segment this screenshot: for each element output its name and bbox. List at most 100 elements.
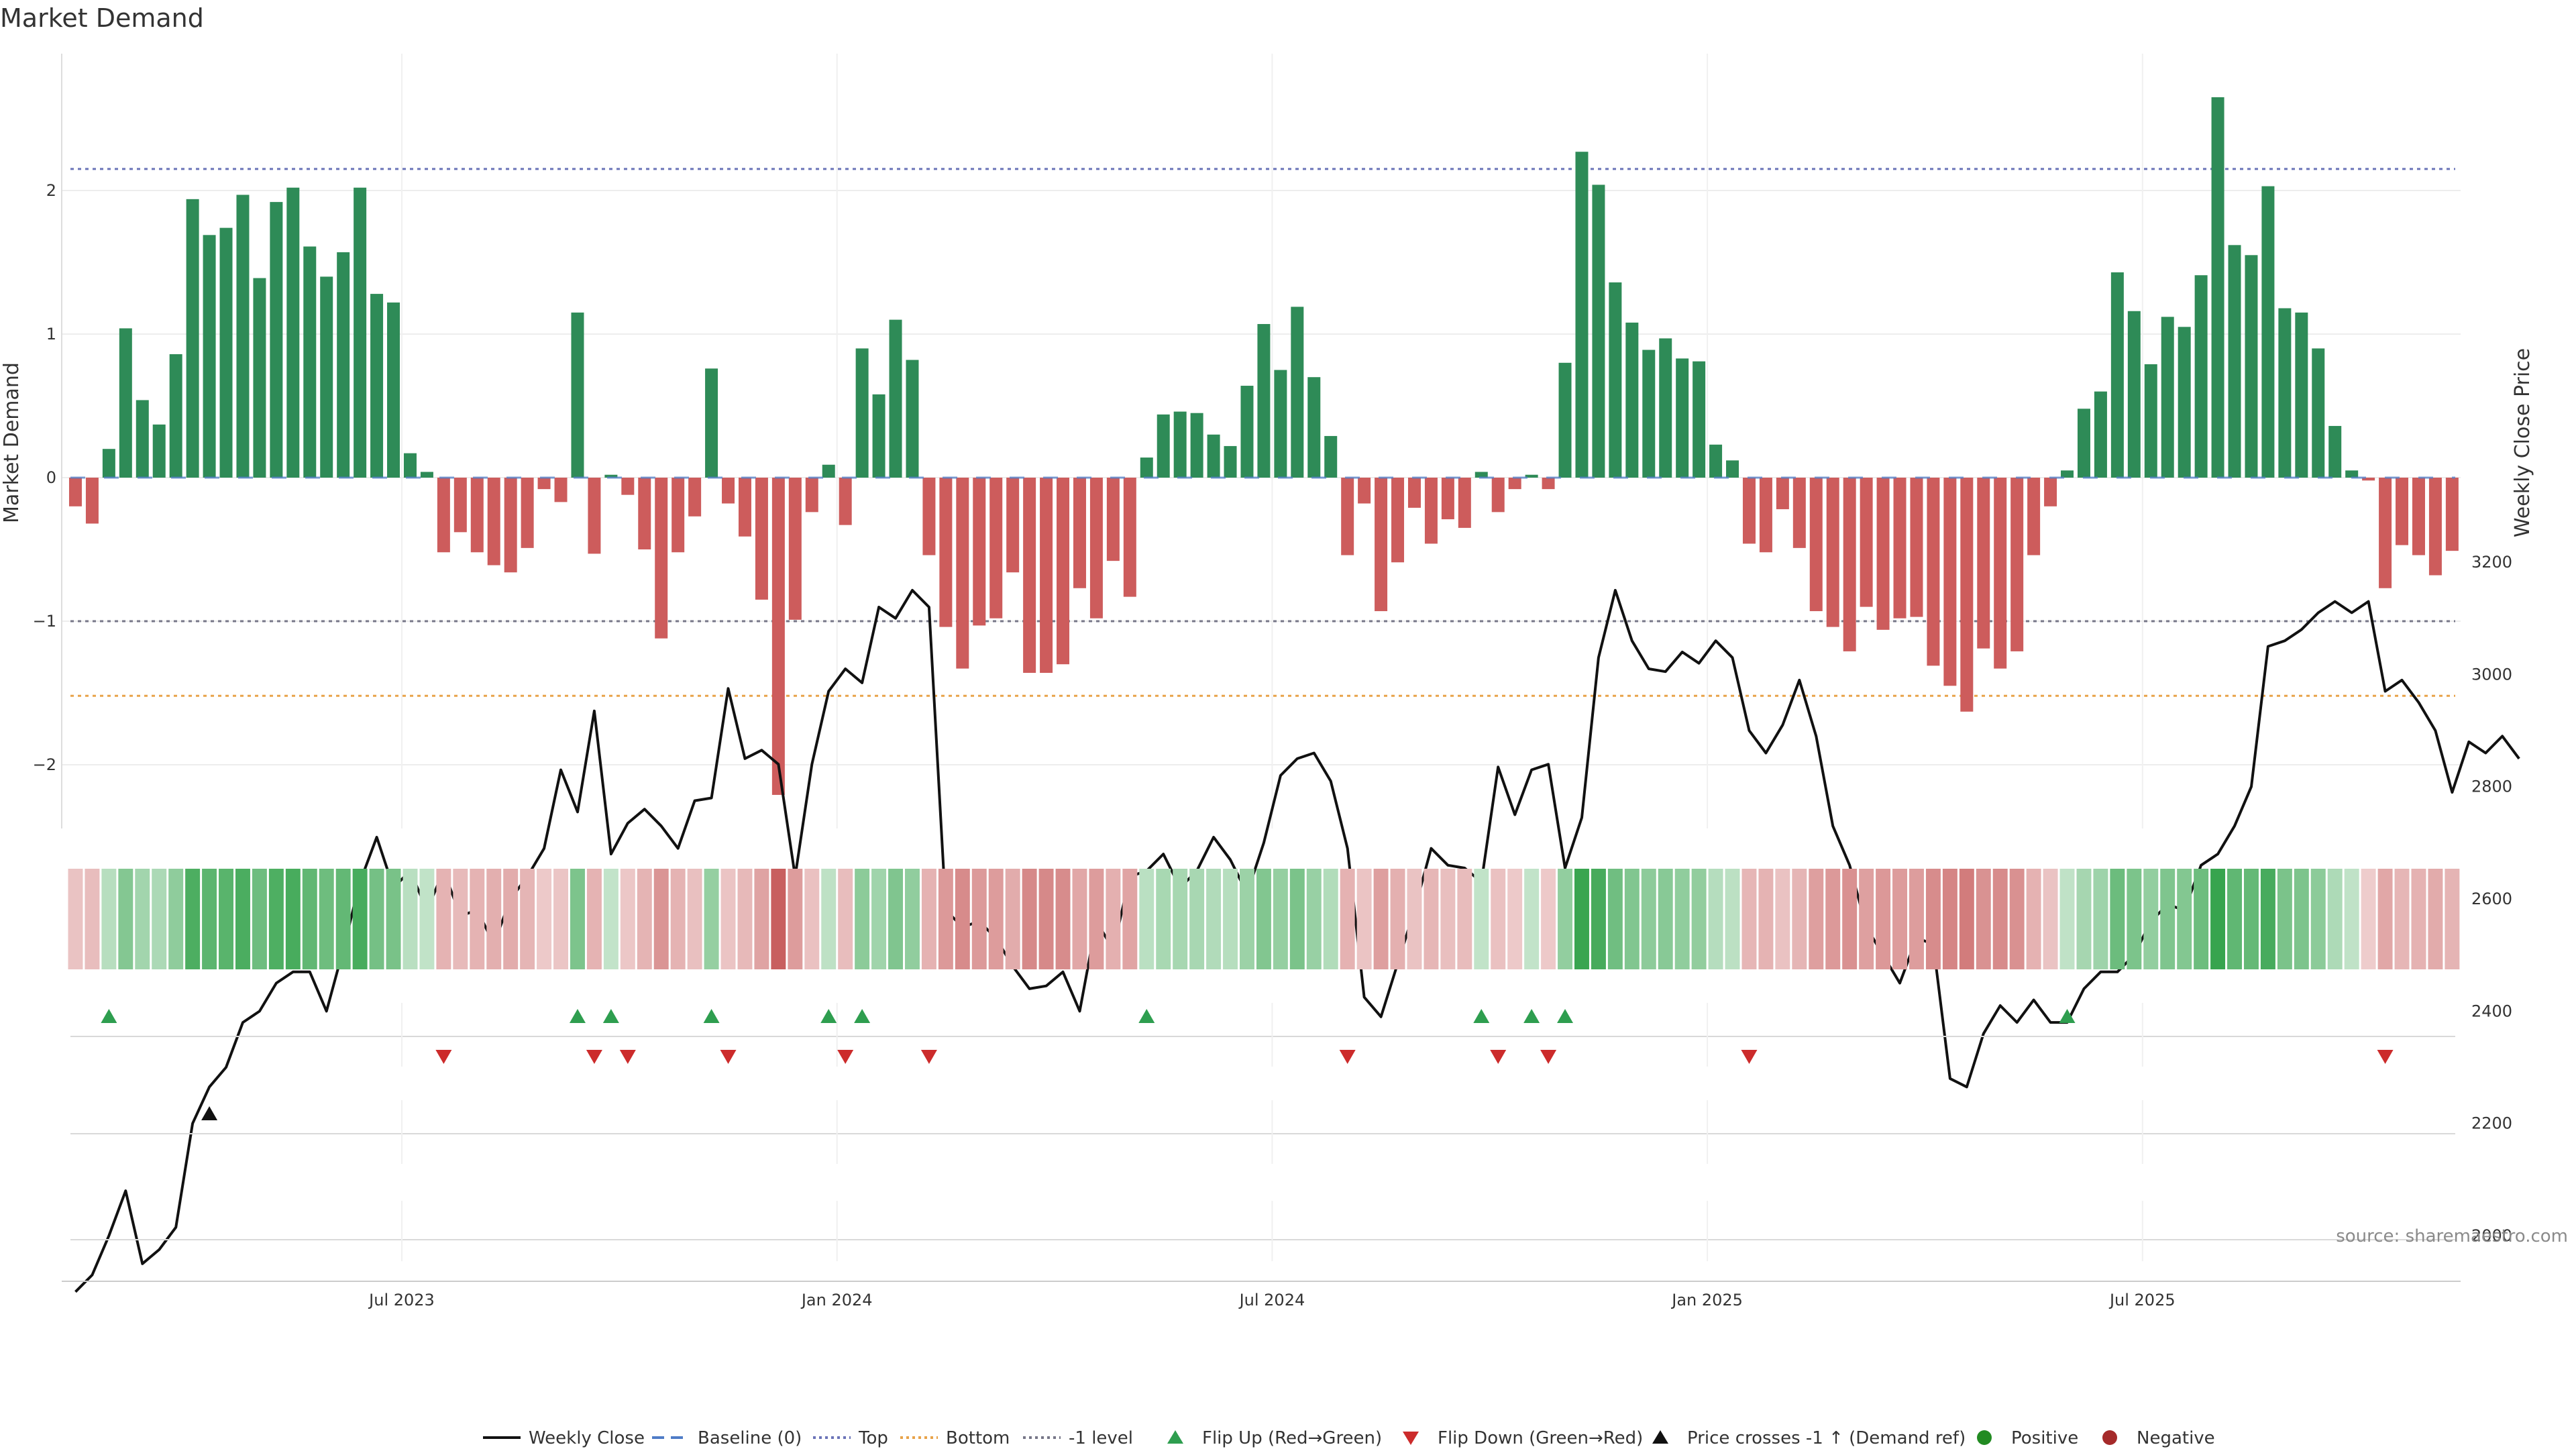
legend-triangle-up-marker xyxy=(1167,1430,1183,1444)
demand-bar xyxy=(270,202,283,478)
demand-bar xyxy=(2328,425,2342,478)
heat-cell xyxy=(1691,869,1707,969)
demand-bar xyxy=(169,354,182,478)
demand-bar xyxy=(2295,312,2308,478)
heat-cell xyxy=(1373,869,1389,969)
heat-cell xyxy=(1524,869,1540,969)
demand-bar xyxy=(771,478,785,795)
legend-item-top: Top xyxy=(813,1428,888,1448)
y2-tick-label: 2600 xyxy=(2471,890,2512,908)
flip-down-marker xyxy=(720,1050,737,1064)
price-cross-marker xyxy=(201,1106,218,1120)
heat-cell xyxy=(1758,869,1774,969)
demand-bar xyxy=(1106,478,1120,561)
heat-cell xyxy=(2059,869,2075,969)
demand-bar xyxy=(2245,255,2258,478)
heat-cell xyxy=(737,869,753,969)
heat-cell xyxy=(1156,869,1171,969)
demand-bar xyxy=(186,199,199,478)
y2-tick-label: 2200 xyxy=(2471,1114,2512,1133)
demand-bar xyxy=(1224,445,1237,478)
x-tick-label: Jul 2024 xyxy=(1238,1291,1305,1309)
demand-bar xyxy=(788,478,802,620)
demand-bar xyxy=(1960,478,1974,712)
demand-bar xyxy=(2445,478,2459,551)
legend-label: Bottom xyxy=(946,1428,1010,1448)
heat-cell xyxy=(838,869,853,969)
flip-up-marker xyxy=(1523,1009,1540,1023)
flip-down-marker xyxy=(1540,1050,1557,1064)
demand-bar xyxy=(437,478,450,553)
heat-cell xyxy=(2043,869,2058,969)
demand-bar xyxy=(203,235,216,478)
legend-label: Top xyxy=(858,1428,888,1448)
demand-bar xyxy=(453,478,467,533)
heat-cell xyxy=(955,869,970,969)
heat-cell xyxy=(2127,869,2142,969)
demand-bar xyxy=(1358,478,1371,504)
demand-bar xyxy=(2211,97,2224,478)
heat-cell xyxy=(1306,869,1322,969)
demand-bar xyxy=(738,478,751,537)
demand-bar xyxy=(2010,478,2024,651)
heat-cell xyxy=(1859,869,1874,969)
heat-cell xyxy=(2344,869,2359,969)
heat-cell xyxy=(771,869,786,969)
demand-bar xyxy=(722,478,735,504)
demand-bar xyxy=(219,227,233,478)
demand-bar xyxy=(152,424,166,478)
flip-up-marker xyxy=(854,1009,871,1023)
demand-bar xyxy=(1625,322,1639,478)
heat-cell xyxy=(202,869,217,969)
heat-cell xyxy=(1189,869,1205,969)
heat-cell xyxy=(2445,869,2460,969)
heat-cell xyxy=(1892,869,1907,969)
legend-label: Flip Up (Red→Green) xyxy=(1202,1428,1382,1448)
heat-cell xyxy=(2026,869,2041,969)
demand-bar xyxy=(672,478,685,553)
demand-bar xyxy=(1525,474,1538,478)
heat-cell xyxy=(1289,869,1305,969)
heat-cell xyxy=(1038,869,1054,969)
flip-up-marker xyxy=(569,1009,586,1023)
demand-bar xyxy=(354,187,367,478)
demand-bar xyxy=(403,453,417,478)
demand-bar xyxy=(1609,282,1622,478)
flip-down-marker xyxy=(1741,1050,1758,1064)
heat-cell xyxy=(1240,869,1254,969)
heat-cell xyxy=(101,869,117,969)
legend-item-weekly_close: Weekly Close xyxy=(483,1428,645,1448)
demand-bar xyxy=(1458,478,1471,528)
heat-cell xyxy=(152,869,167,969)
heat-cell xyxy=(1992,869,2008,969)
demand-bar xyxy=(1826,478,1839,627)
demand-bar xyxy=(2144,364,2157,478)
demand-bar xyxy=(1843,478,1856,651)
flip-up-marker xyxy=(820,1009,837,1023)
heat-cell xyxy=(537,869,552,969)
heat-cell xyxy=(2009,869,2025,969)
heat-cell xyxy=(1139,869,1155,969)
legend-item-price_cross: Price crosses -1 ↑ (Demand ref) xyxy=(1652,1428,1966,1448)
heat-cell xyxy=(68,869,83,969)
demand-bar xyxy=(1073,478,1086,588)
chart-title: Market Demand xyxy=(0,3,204,33)
demand-bar xyxy=(1291,307,1304,478)
y2-tick-label: 2800 xyxy=(2471,777,2512,796)
demand-bar xyxy=(839,478,852,525)
heat-cell xyxy=(2244,869,2259,969)
demand-bar xyxy=(337,252,350,478)
demand-bar xyxy=(504,478,517,573)
flip-up-marker xyxy=(101,1009,117,1023)
demand-bar xyxy=(1190,413,1203,478)
y-axis-right: 2000 2200 2400 2600 2800 3000 3200 xyxy=(2471,553,2512,1245)
y2-tick-label: 2400 xyxy=(2471,1002,2512,1020)
flip-up-marker xyxy=(1557,1009,1574,1023)
heat-cell xyxy=(905,869,920,969)
demand-bar xyxy=(1542,478,1555,490)
legend-triangle-down-marker xyxy=(1403,1432,1419,1445)
legend-item-negative: Negative xyxy=(2102,1428,2215,1448)
heat-cell xyxy=(185,869,201,969)
demand-bar xyxy=(1023,478,1036,674)
heat-cell xyxy=(1876,869,1891,969)
